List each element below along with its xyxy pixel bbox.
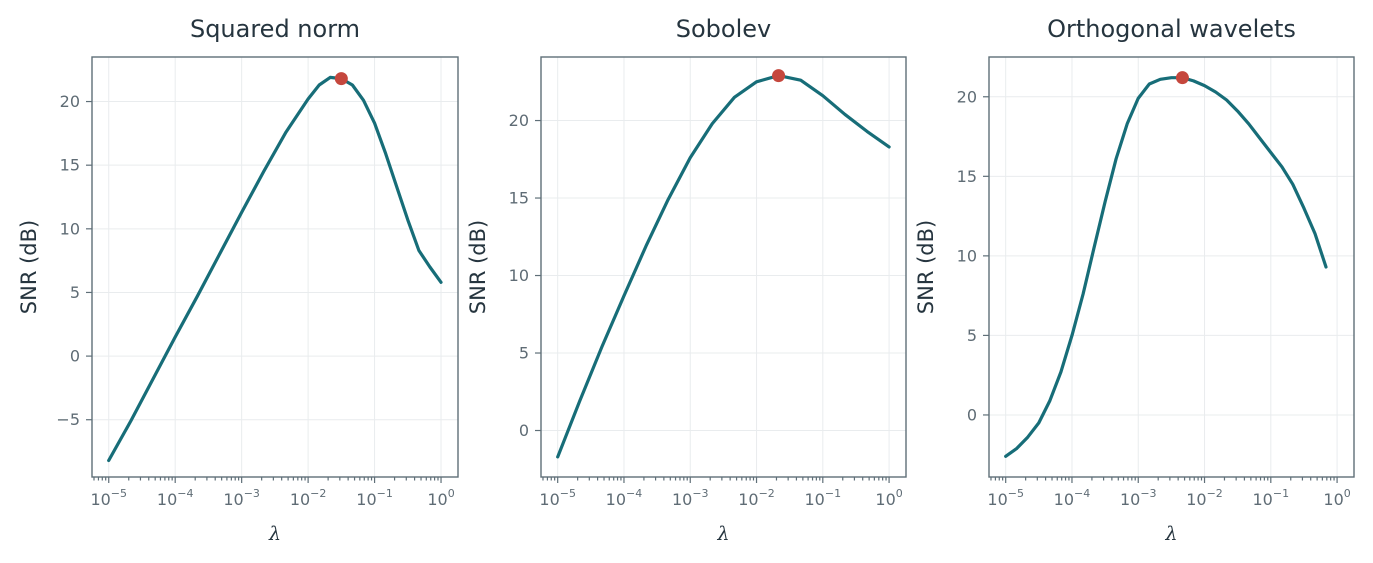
y-tick-label: 20 — [509, 111, 529, 130]
y-tick-label: 0 — [519, 421, 529, 440]
y-axis-label: SNR (dB) — [914, 220, 938, 314]
chart-title: Squared norm — [190, 15, 360, 43]
x-tick-label: 10−5 — [539, 487, 576, 509]
y-tick-label: 15 — [60, 156, 80, 175]
y-tick-label: 5 — [70, 283, 80, 302]
x-tick-label: 10−2 — [290, 487, 327, 509]
snr-curve — [1004, 76, 1328, 458]
x-tick-label: 100 — [1323, 487, 1350, 509]
plot-frame — [988, 56, 1355, 478]
y-tick-label: 10 — [957, 246, 977, 265]
grid — [92, 57, 458, 477]
chart-title: Sobolev — [676, 15, 771, 43]
x-tick-label: 10−4 — [606, 487, 643, 509]
y-tick-label: 15 — [509, 189, 529, 208]
x-tick-label: 10−4 — [157, 487, 194, 509]
grid — [541, 57, 906, 477]
x-tick-label: 10−3 — [1120, 487, 1157, 509]
panel-2: 10−5 10−4 10−3 10−2 10−1 100 0 5 10 15 20 Sobolev λ S… — [466, 15, 907, 545]
y-tick-label: 15 — [957, 167, 977, 186]
x-tick-label: 10−5 — [987, 487, 1024, 509]
plot-frame — [540, 56, 907, 478]
snr-curve — [107, 75, 443, 463]
optimum-marker — [772, 69, 786, 83]
x-tick-label: 10−1 — [805, 487, 842, 509]
x-tick-label: 10−4 — [1054, 487, 1091, 509]
y-tick-label: 10 — [509, 266, 529, 285]
x-axis-label: λ — [716, 523, 729, 545]
y-tick-label: 10 — [60, 219, 80, 238]
panel-3: 10−5 10−4 10−3 10−2 10−1 100 0 5 10 15 20 Orthogona… — [914, 15, 1355, 545]
optimum-marker — [1175, 71, 1189, 85]
snr-curve — [556, 74, 891, 459]
y-tick-label: 20 — [60, 92, 80, 111]
x-tick-label: 10−1 — [1253, 487, 1290, 509]
x-tick-label: 100 — [875, 487, 902, 509]
x-tick-label: 10−2 — [738, 487, 775, 509]
x-minor-ticks — [93, 477, 439, 481]
x-tick-label: 10−3 — [672, 487, 709, 509]
y-axis-label: SNR (dB) — [466, 220, 490, 314]
x-axis-label: λ — [268, 523, 281, 545]
grid — [989, 57, 1354, 477]
x-axis-label: λ — [1164, 523, 1177, 545]
x-tick-label: 10−1 — [356, 487, 393, 509]
y-tick-label: 5 — [519, 344, 529, 363]
x-tick-label: 10−5 — [90, 487, 127, 509]
chart-title: Orthogonal wavelets — [1047, 15, 1296, 43]
optimum-marker — [334, 72, 348, 86]
y-tick-label: 0 — [70, 347, 80, 366]
y-tick-label: −5 — [56, 410, 80, 429]
x-tick-label: 10−3 — [223, 487, 260, 509]
y-tick-label: 20 — [957, 87, 977, 106]
y-tick-label: 5 — [967, 326, 977, 345]
x-tick-label: 100 — [427, 487, 454, 509]
x-tick-label: 10−2 — [1186, 487, 1223, 509]
plot-frame — [91, 56, 459, 478]
y-axis-label: SNR (dB) — [17, 220, 41, 314]
y-tick-label: 0 — [967, 405, 977, 424]
panel-1: 10−5 10−4 10−3 10−2 10−1 100 −5 0 5 10 15 20 Squared… — [17, 15, 459, 545]
